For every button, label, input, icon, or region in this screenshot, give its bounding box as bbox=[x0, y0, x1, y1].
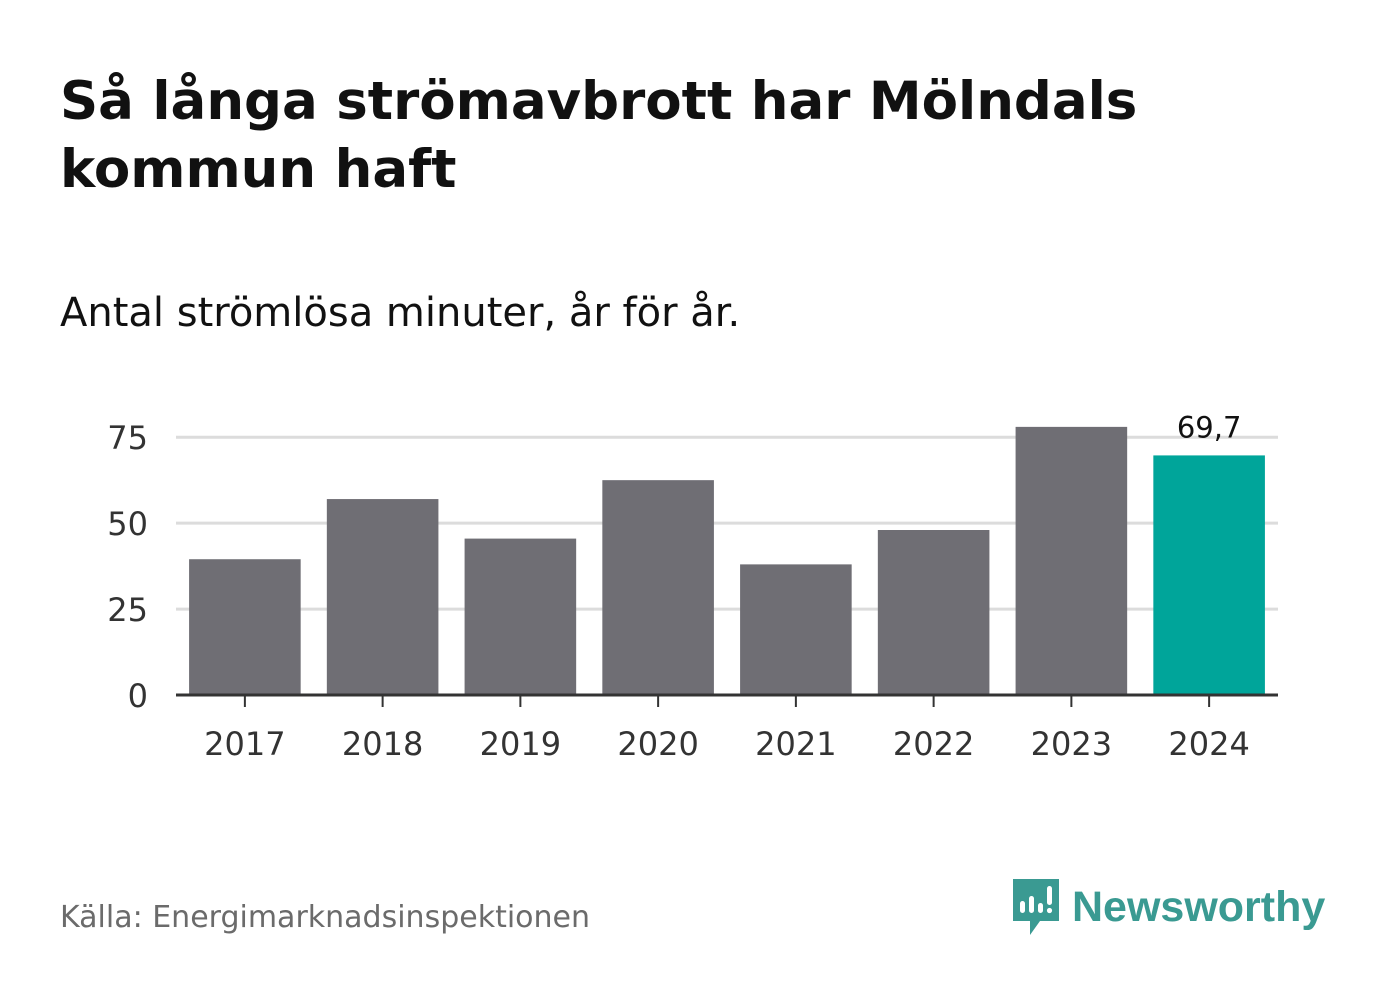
bar-2024 bbox=[1153, 455, 1265, 695]
x-tick-label-2024: 2024 bbox=[1168, 725, 1249, 763]
chart-subtitle: Antal strömlösa minuter, år för år. bbox=[60, 290, 741, 336]
x-tick-label-2018: 2018 bbox=[342, 725, 423, 763]
newsworthy-logo-icon bbox=[1013, 879, 1059, 935]
bar-2022 bbox=[877, 530, 990, 695]
x-tick-label-2022: 2022 bbox=[893, 725, 974, 763]
brand: Newsworthy bbox=[1010, 876, 1325, 938]
data-label-2024: 69,7 bbox=[1177, 410, 1242, 444]
bar-2019 bbox=[464, 538, 577, 695]
x-axis-ticks: 2017 2018 2019 2020 2021 2022 2023 2024 bbox=[176, 693, 1278, 763]
y-tick-label: 75 bbox=[107, 419, 148, 457]
x-tick-label-2021: 2021 bbox=[755, 725, 836, 763]
x-tick-label-2017: 2017 bbox=[204, 725, 285, 763]
bar-2021 bbox=[740, 564, 852, 695]
bar-chart: 0 25 50 75 69,7 2017 2018 2019 2020 2021 2022 202… bbox=[107, 410, 1278, 763]
data-labels: 69,7 bbox=[1177, 410, 1242, 444]
bar-2018 bbox=[326, 499, 439, 695]
chart-title: Så långa strömavbrott har Mölndals kommu… bbox=[60, 71, 1138, 200]
source-note: Källa: Energimarknadsinspektionen bbox=[60, 900, 591, 935]
bar-2017 bbox=[189, 559, 301, 695]
y-axis-ticks: 0 25 50 75 bbox=[107, 419, 148, 715]
bar-2020 bbox=[602, 480, 714, 695]
y-tick-label: 50 bbox=[107, 505, 148, 543]
x-tick-label-2019: 2019 bbox=[480, 725, 561, 763]
y-tick-label: 0 bbox=[128, 677, 148, 715]
brand-name: Newsworthy bbox=[1072, 883, 1326, 931]
bars bbox=[189, 426, 1265, 695]
y-tick-label: 25 bbox=[107, 591, 148, 629]
x-tick-label-2023: 2023 bbox=[1031, 725, 1112, 763]
bar-2023 bbox=[1015, 426, 1128, 695]
x-tick-label-2020: 2020 bbox=[617, 725, 698, 763]
